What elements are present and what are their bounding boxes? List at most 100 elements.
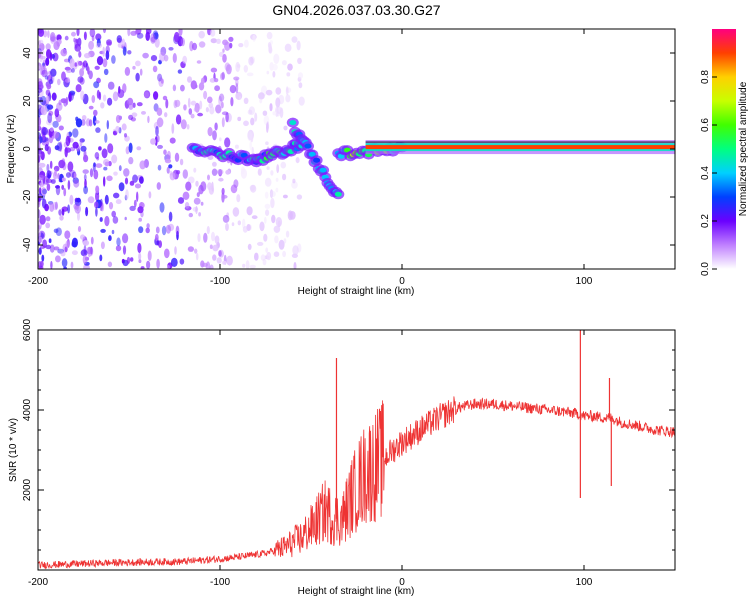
noise-blob [154, 233, 159, 242]
noise-blob [39, 214, 46, 225]
noise-blob [106, 175, 113, 182]
noise-blob [64, 230, 71, 239]
spectrogram-y-label: Frequency (Hz) [6, 115, 17, 184]
noise-blob [198, 184, 204, 195]
noise-blob [265, 141, 269, 145]
noise-blob [89, 168, 94, 178]
noise-blob [128, 156, 134, 165]
noise-blob [275, 177, 279, 182]
noise-blob [83, 154, 89, 163]
noise-blob [184, 202, 190, 209]
noise-blob [38, 65, 41, 70]
carrier-core [365, 145, 675, 150]
noise-blob [93, 169, 99, 180]
noise-blob [269, 189, 274, 199]
noise-blob [56, 102, 63, 111]
noise-blob [266, 70, 270, 75]
noise-blob [136, 191, 139, 202]
noise-blob [130, 257, 134, 262]
noise-blob [107, 143, 114, 154]
noise-blob [264, 191, 269, 199]
noise-blob [116, 35, 123, 43]
noise-blob [229, 85, 237, 94]
noise-blob [104, 215, 110, 227]
noise-blob [106, 120, 110, 130]
noise-blob [209, 29, 216, 37]
noise-blob [179, 158, 184, 166]
noise-blob [267, 42, 272, 49]
noise-blob [283, 238, 287, 244]
noise-blob [150, 138, 157, 145]
y-tick-label: -20 [22, 189, 33, 204]
noise-blob [121, 123, 127, 131]
noise-blob [96, 89, 100, 99]
noise-blob [61, 184, 65, 190]
noise-blob [291, 36, 298, 43]
noise-blob [254, 112, 258, 122]
noise-blob [49, 202, 55, 212]
noise-blob [209, 244, 213, 250]
noise-blob [195, 252, 199, 261]
noise-blob [50, 31, 56, 42]
noise-blob [107, 81, 115, 90]
noise-blob [88, 119, 93, 127]
noise-blob [226, 255, 233, 266]
noise-blob [157, 164, 162, 171]
noise-blob [298, 82, 303, 89]
noise-blob [136, 102, 143, 107]
noise-blob [80, 249, 88, 257]
noise-blob [297, 57, 302, 65]
noise-blob [43, 30, 48, 38]
noise-blob [64, 147, 68, 158]
noise-blob [286, 72, 291, 77]
noise-blob [73, 172, 77, 179]
noise-blob [45, 216, 51, 222]
noise-blob [226, 212, 230, 218]
chart-title: GN04.2026.037.03.30.G27 [272, 2, 441, 18]
noise-blob [123, 168, 130, 177]
noise-blob [246, 206, 253, 216]
noise-blob [90, 246, 93, 255]
noise-blob [75, 118, 83, 128]
noise-blob [102, 58, 108, 68]
noise-blob [122, 245, 127, 255]
noise-blob [60, 48, 68, 57]
noise-blob [250, 117, 255, 126]
noise-blob [68, 92, 72, 102]
noise-blob [207, 182, 213, 191]
noise-blob [144, 91, 149, 98]
noise-blob [182, 191, 190, 200]
noise-blob [243, 97, 249, 105]
noise-blob [276, 164, 280, 174]
noise-blob [40, 151, 45, 161]
noise-blob [265, 247, 269, 253]
noise-blob [266, 121, 270, 131]
x-tick-label: 0 [399, 577, 405, 588]
noise-blob [240, 168, 247, 179]
noise-blob [111, 210, 116, 218]
noise-blob [79, 68, 84, 77]
noise-blob [228, 36, 234, 42]
noise-blob [89, 29, 96, 38]
noise-blob [55, 255, 61, 263]
noise-blob [50, 179, 56, 184]
noise-blob [38, 153, 43, 158]
noise-blob [270, 190, 276, 198]
noise-blob [198, 41, 206, 48]
noise-blob [190, 100, 197, 106]
noise-blob [216, 169, 224, 175]
snr-y-label: SNR (10 * v/v) [8, 418, 19, 482]
noise-blob [208, 102, 214, 109]
noise-blob [209, 264, 214, 269]
noise-blob [132, 65, 136, 70]
noise-blob [212, 130, 217, 141]
noise-blob [218, 250, 222, 257]
noise-blob [38, 96, 43, 103]
noise-blob [94, 201, 99, 209]
noise-blob [38, 229, 42, 238]
noise-blob [153, 121, 160, 130]
noise-blob [153, 91, 159, 100]
y-tick-label: 2000 [22, 478, 33, 501]
noise-blob [60, 251, 66, 257]
noise-blob [126, 256, 131, 264]
